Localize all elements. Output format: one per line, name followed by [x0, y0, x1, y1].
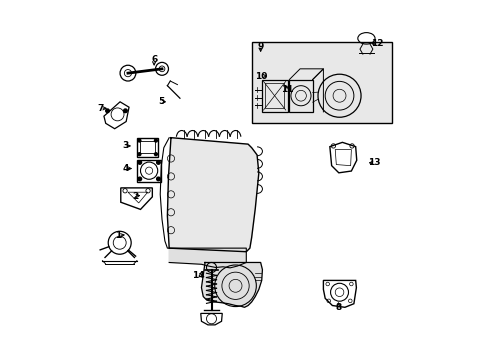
- Bar: [137, 159, 161, 182]
- Circle shape: [138, 177, 142, 181]
- Text: 5: 5: [158, 97, 164, 106]
- Text: 3: 3: [122, 141, 128, 150]
- Bar: [265, 83, 284, 108]
- Circle shape: [156, 161, 160, 164]
- Circle shape: [123, 109, 127, 113]
- Circle shape: [156, 177, 160, 181]
- Circle shape: [138, 161, 142, 164]
- Text: 9: 9: [257, 42, 264, 51]
- Text: 12: 12: [370, 39, 383, 48]
- Bar: [137, 138, 158, 157]
- Text: 10: 10: [255, 72, 267, 81]
- Polygon shape: [167, 138, 258, 252]
- Circle shape: [154, 139, 157, 142]
- Text: 14: 14: [192, 270, 204, 279]
- Text: 2: 2: [132, 192, 138, 201]
- Circle shape: [154, 153, 157, 156]
- Bar: [251, 42, 391, 123]
- Bar: [140, 141, 155, 153]
- Text: 1: 1: [115, 231, 121, 240]
- Text: 4: 4: [122, 164, 128, 173]
- Circle shape: [105, 109, 109, 113]
- Text: 6: 6: [151, 55, 157, 64]
- Text: 11: 11: [280, 85, 292, 94]
- Bar: [289, 80, 312, 112]
- Text: 8: 8: [335, 303, 341, 312]
- Polygon shape: [169, 248, 246, 268]
- Polygon shape: [201, 262, 262, 307]
- Bar: [261, 80, 287, 112]
- Text: 13: 13: [367, 158, 380, 167]
- Circle shape: [138, 139, 141, 142]
- Text: 7: 7: [97, 104, 103, 113]
- Circle shape: [138, 153, 141, 156]
